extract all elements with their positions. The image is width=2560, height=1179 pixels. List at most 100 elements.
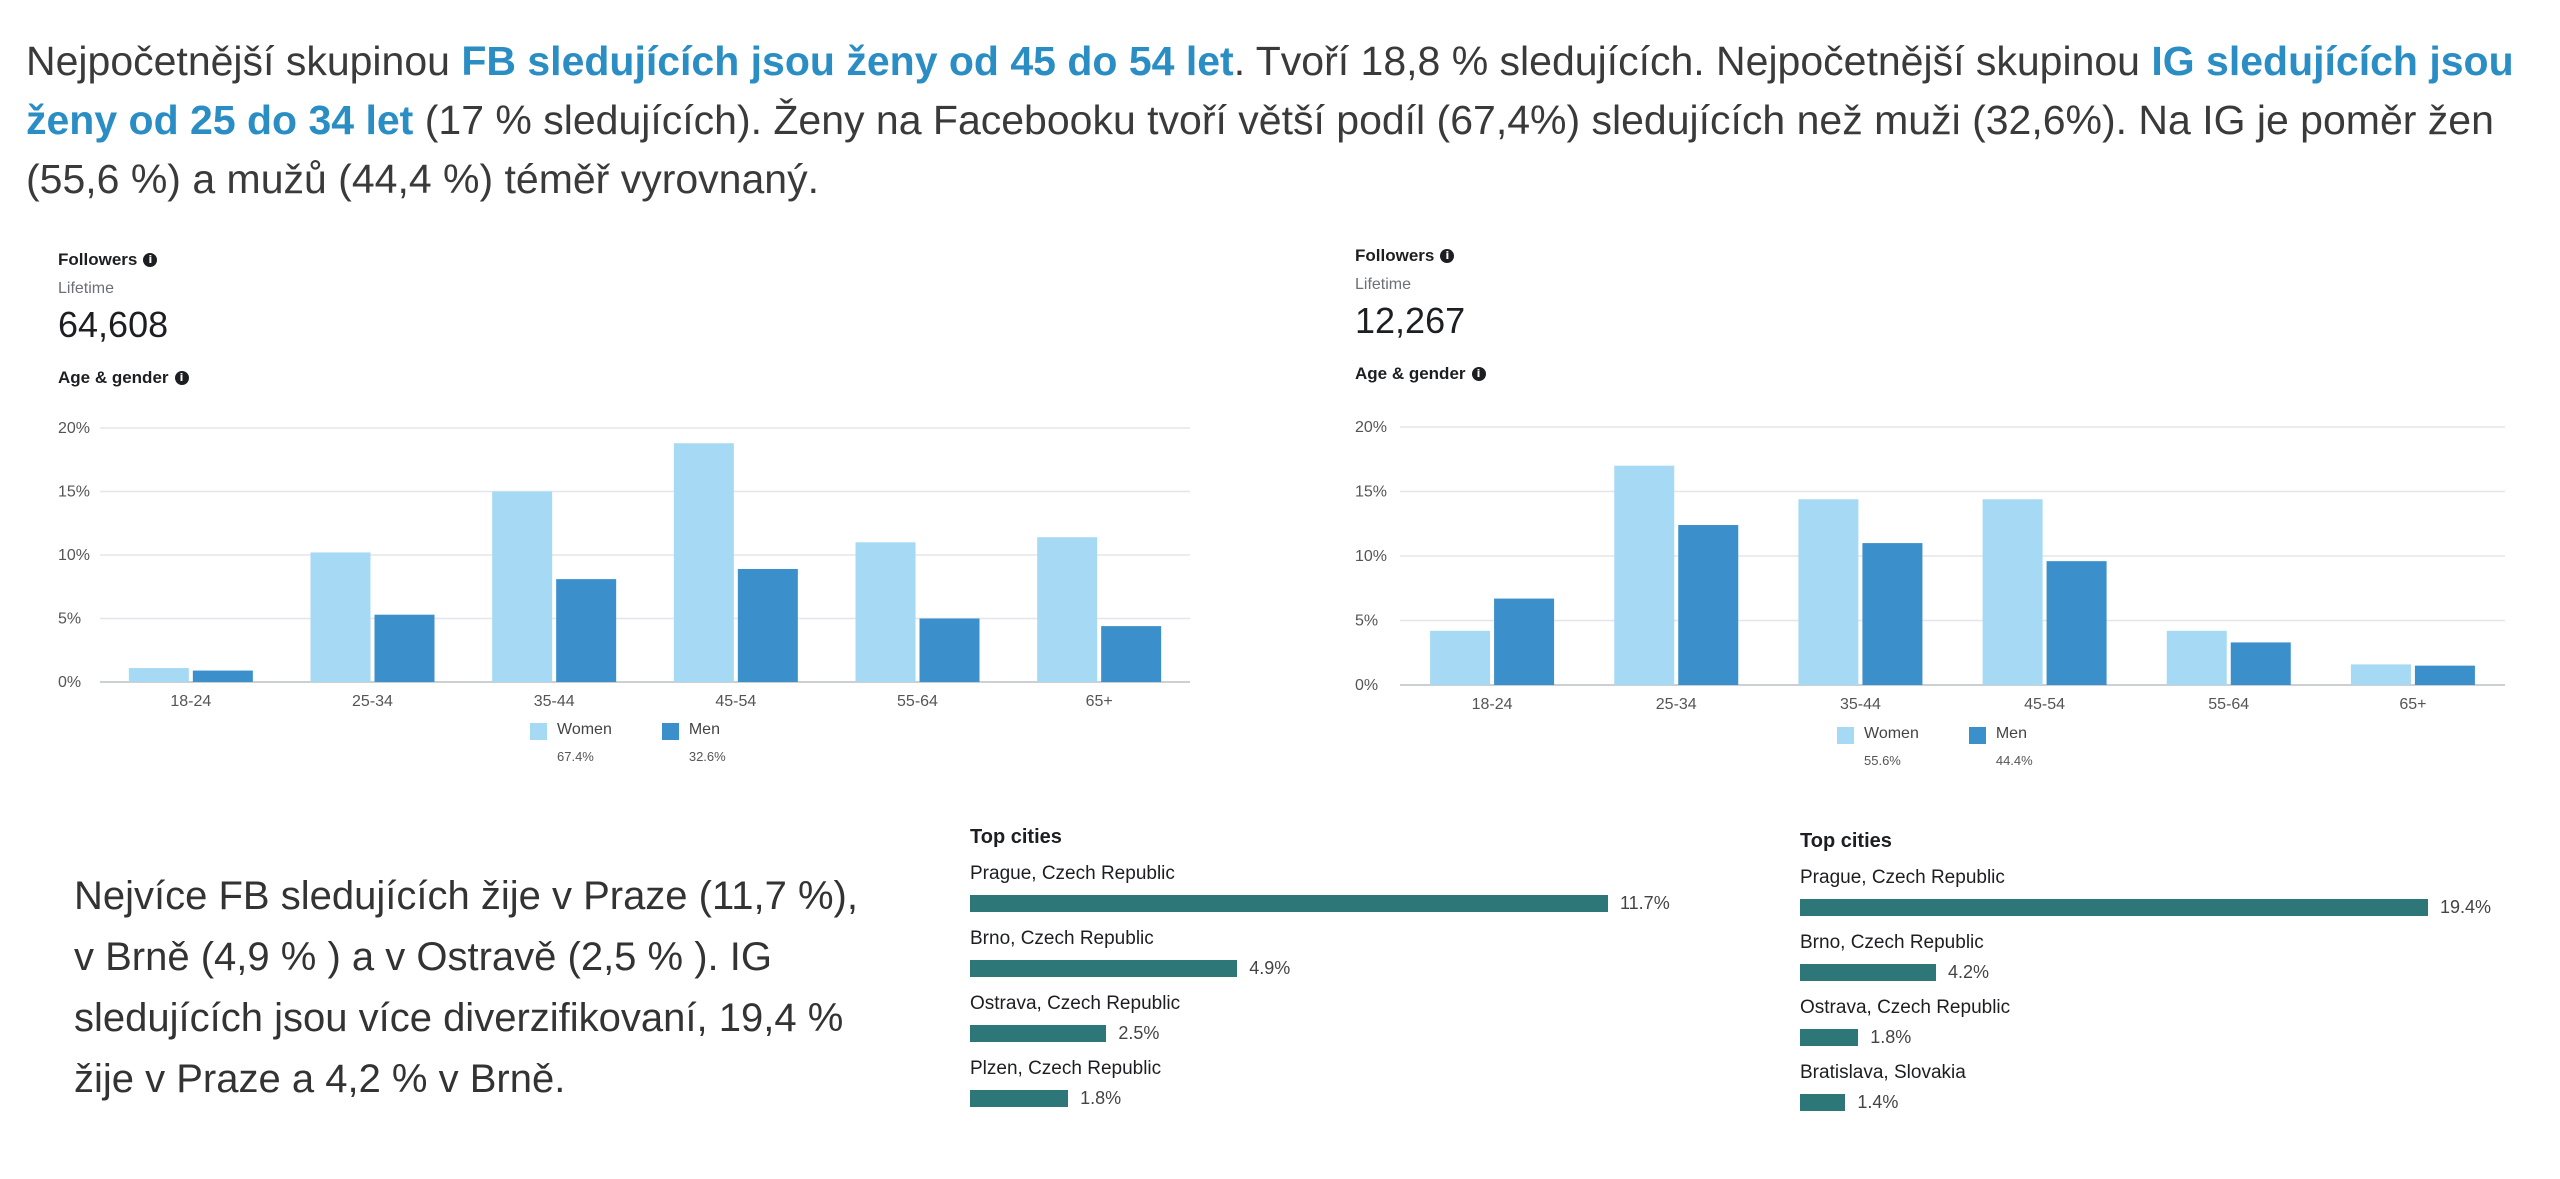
city-value: 4.2%: [1947, 962, 1989, 982]
city-row: Ostrava, Czech Republic 1.8%: [1800, 997, 2491, 1048]
y-tick-label: 5%: [1355, 613, 1378, 630]
legend-men: Men 44.4%: [1968, 725, 2033, 768]
intro-part-1: Nejpočetnější skupinou: [26, 38, 462, 84]
info-icon[interactable]: i: [1471, 367, 1486, 381]
x-tick-label: 55-64: [2208, 696, 2249, 713]
y-tick-label: 15%: [58, 484, 90, 501]
x-tick-label: 65+: [1086, 693, 1113, 710]
city-name: Bratislava, Slovakia: [1800, 1062, 1966, 1083]
legend-label: Women: [1864, 725, 1919, 742]
legend-men: Men 32.6%: [661, 721, 726, 764]
city-name: Brno, Czech Republic: [970, 928, 1154, 949]
bar-men: [919, 618, 980, 682]
bar-women: [128, 668, 189, 682]
ig-age-gender-label-row: Age & gender i: [1355, 364, 1486, 384]
city-bar-row: 2.5%: [970, 1023, 1670, 1044]
city-value: 1.4%: [1857, 1092, 1899, 1112]
legend-swatch-women: [530, 723, 547, 740]
city-value: 2.5%: [1118, 1023, 1160, 1043]
fb-legend: Women 67.4% Men 32.6%: [530, 721, 726, 764]
intro-text: Nejpočetnější skupinou FB sledujících js…: [26, 32, 2536, 209]
city-row: Plzen, Czech Republic 1.8%: [970, 1058, 1670, 1109]
x-tick-label: 35-44: [1840, 696, 1881, 713]
city-bar-row: 4.2%: [1800, 962, 2491, 983]
legend-swatch-men: [661, 723, 679, 740]
city-row: Prague, Czech Republic 11.7%: [970, 863, 1670, 914]
city-bar: [970, 1025, 1107, 1042]
x-tick-label: 25-34: [1656, 696, 1697, 713]
info-icon[interactable]: i: [174, 371, 189, 385]
fb-lifetime-label: Lifetime: [58, 280, 115, 297]
city-bar-row: 1.8%: [1800, 1027, 2491, 1048]
legend-label: Men: [688, 721, 720, 738]
ig-lifetime-label: Lifetime: [1355, 276, 1412, 293]
y-tick-label: 10%: [58, 547, 90, 564]
fb-followers-label: Followers: [58, 250, 138, 269]
ig-age-gender-chart: 0% 5% 10% 15% 20% 18-24 25-34 35-44 45-54 55-64 65…: [1355, 419, 2505, 713]
city-name: Ostrava, Czech Republic: [1800, 997, 2011, 1018]
x-tick-label: 45-54: [2024, 696, 2065, 713]
city-value: 1.8%: [1870, 1027, 1912, 1047]
city-name: Prague, Czech Republic: [970, 863, 1175, 884]
y-tick-label: 5%: [58, 611, 81, 628]
x-tick-label: 25-34: [352, 693, 393, 710]
fb-cities-list: Prague, Czech Republic 11.7% Brno, Czech R…: [970, 863, 1670, 1109]
y-tick-label: 20%: [1355, 419, 1387, 436]
legend-swatch-men: [1968, 727, 1986, 744]
city-bar: [1800, 1094, 1846, 1111]
city-value: 11.7%: [1620, 893, 1670, 913]
legend-women: Women 67.4%: [530, 721, 612, 764]
city-name: Brno, Czech Republic: [1800, 932, 1984, 953]
bar-women: [2350, 664, 2411, 685]
ig-cities-list: Prague, Czech Republic 19.4% Brno, Czech R…: [1800, 867, 2491, 1113]
legend-swatch-women: [1837, 727, 1854, 744]
city-value: 4.9%: [1249, 958, 1291, 978]
cities-text: Nejvíce FB sledujících žije v Praze (11,…: [74, 874, 858, 1101]
legend-women: Women 55.6%: [1837, 725, 1919, 768]
y-tick-label: 20%: [58, 420, 90, 437]
city-bar: [1800, 1029, 1859, 1046]
city-bar: [1800, 899, 2428, 916]
top-cities-title: Top cities: [1800, 830, 1892, 852]
x-tick-label: 55-64: [897, 693, 938, 710]
info-icon[interactable]: i: [143, 253, 158, 267]
ig-age-gender-label: Age & gender: [1355, 364, 1466, 383]
bar-women: [1430, 630, 1491, 685]
city-row: Brno, Czech Republic 4.9%: [970, 928, 1670, 979]
x-tick-label: 65+: [2399, 696, 2426, 713]
fb-age-gender-chart: 0% 5% 10% 15% 20% 18-24 25-34 35-44 45-54 55-64 65…: [58, 420, 1190, 710]
city-row: Bratislava, Slovakia 1.4%: [1800, 1062, 2491, 1113]
y-tick-label: 15%: [1355, 484, 1387, 501]
city-bar-row: 1.8%: [970, 1088, 1670, 1109]
ig-followers-panel: Followers i Lifetime 12,267 Age & gender…: [1355, 246, 1486, 384]
bar-men: [556, 579, 617, 682]
intro-ig-highlight: IG sledujících jsou ženy od 25 do 34 let: [26, 38, 2514, 143]
city-bar: [1800, 964, 1936, 981]
bar-men: [1862, 543, 1923, 685]
bar-men: [374, 614, 435, 682]
city-value: 1.8%: [1080, 1088, 1122, 1108]
city-row: Brno, Czech Republic 4.2%: [1800, 932, 2491, 983]
fb-age-gender-label: Age & gender: [58, 368, 169, 387]
legend-pct: 32.6%: [688, 749, 726, 764]
bar-men: [1678, 525, 1739, 685]
ig-legend: Women 55.6% Men 44.4%: [1837, 725, 2033, 768]
info-icon[interactable]: i: [1440, 249, 1455, 263]
fb-top-cities: Top cities Prague, Czech Republic 11.7% Br…: [970, 826, 1670, 1109]
fb-followers-count: 64,608: [58, 304, 169, 345]
bar-men: [2046, 561, 2107, 685]
city-row: Prague, Czech Republic 19.4%: [1800, 867, 2491, 918]
legend-label: Men: [1995, 725, 2027, 742]
city-row: Ostrava, Czech Republic 2.5%: [970, 993, 1670, 1044]
y-tick-label: 10%: [1355, 548, 1387, 565]
city-bar: [970, 1090, 1069, 1107]
top-cities-title: Top cities: [970, 826, 1062, 848]
bar-women: [673, 443, 734, 682]
bar-men: [737, 568, 798, 682]
bar-women: [1982, 499, 2043, 685]
ig-followers-label: Followers: [1355, 246, 1435, 265]
bar-women: [1614, 465, 1675, 685]
legend-pct: 67.4%: [557, 749, 594, 764]
intro-fb-highlight: FB sledujících jsou ženy od 45 do 54 let: [461, 38, 1234, 84]
bar-women: [310, 552, 371, 682]
